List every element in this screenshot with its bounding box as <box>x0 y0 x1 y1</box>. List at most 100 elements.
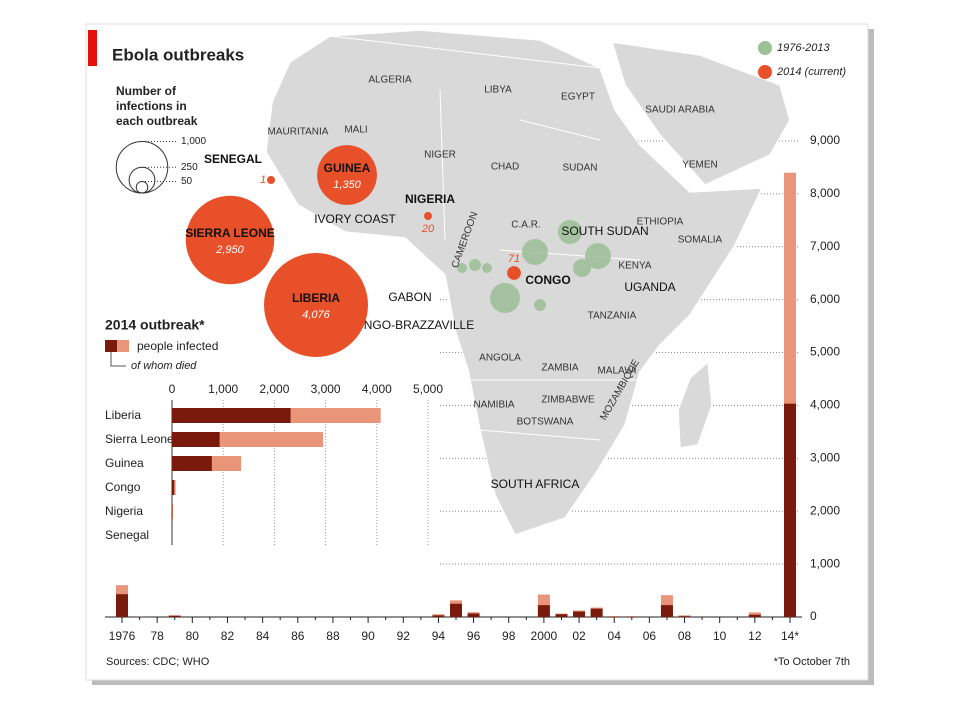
bar <box>784 403 796 617</box>
bar <box>168 615 181 617</box>
y-tick-label: 0 <box>810 609 817 623</box>
size-legend-title: Number of <box>116 84 177 98</box>
x-tick-label: 4,000 <box>362 382 392 396</box>
bar <box>748 612 761 617</box>
y-tick-label: Guinea <box>105 456 144 470</box>
country-label: ALGERIA <box>368 75 412 86</box>
country-label: YEMEN <box>682 160 718 171</box>
bar <box>432 615 445 617</box>
note: *To October 7th <box>774 656 850 668</box>
bar <box>467 613 480 617</box>
bar <box>537 605 550 617</box>
country-label: SOUTH AFRICA <box>491 477 580 491</box>
country-label: C.A.R. <box>511 220 540 231</box>
outbreak-name: LIBERIA <box>292 291 340 305</box>
bar <box>625 616 638 617</box>
x-tick-label: 06 <box>643 629 657 643</box>
x-tick-label: 84 <box>256 629 270 643</box>
bar <box>116 594 128 617</box>
x-tick-label: 14* <box>781 629 799 643</box>
y-tick-label: 4,000 <box>810 398 840 412</box>
y-tick-label: 3,000 <box>810 451 840 465</box>
country-label: CONGO-BRAZZAVILLE <box>346 318 474 332</box>
historic-bubble <box>558 220 582 244</box>
x-tick-label: 90 <box>361 629 375 643</box>
y-tick-label: 5,000 <box>810 345 840 359</box>
historic-bubble <box>482 263 492 273</box>
bar <box>172 408 291 423</box>
outbreak-value: 2,950 <box>215 244 244 256</box>
bar <box>172 432 220 447</box>
legend-label: 1976-2013 <box>777 42 830 54</box>
country-label: CHAD <box>491 162 519 173</box>
country-label: ZAMBIA <box>541 363 579 374</box>
x-tick-label: 88 <box>326 629 340 643</box>
x-tick-label: 98 <box>502 629 516 643</box>
size-legend-title: each outbreak <box>116 114 198 128</box>
y-tick-label: 1,000 <box>810 556 840 570</box>
title: Ebola outbreaks <box>112 45 244 64</box>
outbreak-name: CONGO <box>525 273 570 287</box>
historic-bubble <box>457 263 467 273</box>
legend-label: of whom died <box>131 360 197 372</box>
outbreak-bubble <box>507 266 521 280</box>
x-tick-label: 94 <box>432 629 446 643</box>
x-tick-label: 2,000 <box>259 382 289 396</box>
outbreak-bubble <box>317 145 377 205</box>
legend-swatch <box>758 41 772 55</box>
y-tick-label: 2,000 <box>810 503 840 517</box>
africa <box>265 29 764 536</box>
country-label: BOTSWANA <box>517 417 574 428</box>
bar <box>172 480 175 495</box>
country-label: SUDAN <box>562 163 597 174</box>
country-label: MAURITANIA <box>268 127 329 138</box>
x-tick-label: 02 <box>572 629 586 643</box>
outbreak-value: 20 <box>421 223 435 235</box>
x-tick-label: 08 <box>678 629 692 643</box>
y-tick-label: Congo <box>105 480 141 494</box>
y-tick-label: 6,000 <box>810 292 840 306</box>
outbreak-bubble <box>185 195 275 285</box>
country-label: SOUTH SUDAN <box>561 224 648 238</box>
legend-label: people infected <box>137 339 218 353</box>
y-tick-label: 9,000 <box>810 133 840 147</box>
legend-label: 2014 (current) <box>776 66 846 78</box>
outbreak-value: 4,076 <box>302 309 330 321</box>
arabia <box>610 41 791 186</box>
madagascar <box>677 360 713 449</box>
historic-bubble <box>469 259 481 271</box>
bar <box>678 615 691 617</box>
outbreak-value: 1,350 <box>333 179 361 191</box>
bar <box>748 614 761 617</box>
historic-bubble <box>573 259 591 277</box>
bar <box>678 616 691 617</box>
country-label: SOMALIA <box>678 235 723 246</box>
country-label: IVORY COAST <box>314 212 396 226</box>
x-tick-label: 78 <box>150 629 164 643</box>
borders <box>329 35 641 441</box>
historic-bubble <box>534 299 546 311</box>
historic-outbreaks <box>457 220 611 313</box>
bar <box>573 611 586 617</box>
x-tick-label: 96 <box>467 629 481 643</box>
size-legend-label: 250 <box>181 162 198 173</box>
country-label: GABON <box>388 290 431 304</box>
country-label: MALAWI <box>597 366 636 377</box>
legend-bracket <box>110 352 126 367</box>
x-tick-label: 0 <box>169 382 176 396</box>
country-label: TANZANIA <box>588 311 637 322</box>
y-tick-label: Liberia <box>105 408 141 422</box>
x-tick-label: 92 <box>397 629 411 643</box>
historic-bubble <box>490 283 520 313</box>
sources: Sources: CDC; WHO <box>106 656 210 668</box>
historic-bubble <box>585 243 611 269</box>
outbreak-value: 1 <box>260 174 266 186</box>
bar <box>590 608 603 617</box>
x-tick-label: 2000 <box>531 629 558 643</box>
y-tick-label: 7,000 <box>810 239 840 253</box>
country-label: KENYA <box>618 261 651 272</box>
x-tick-label: 12 <box>748 629 762 643</box>
bar <box>172 504 174 519</box>
size-legend-title: infections in <box>116 99 187 113</box>
y-tick-label: Nigeria <box>105 504 143 518</box>
